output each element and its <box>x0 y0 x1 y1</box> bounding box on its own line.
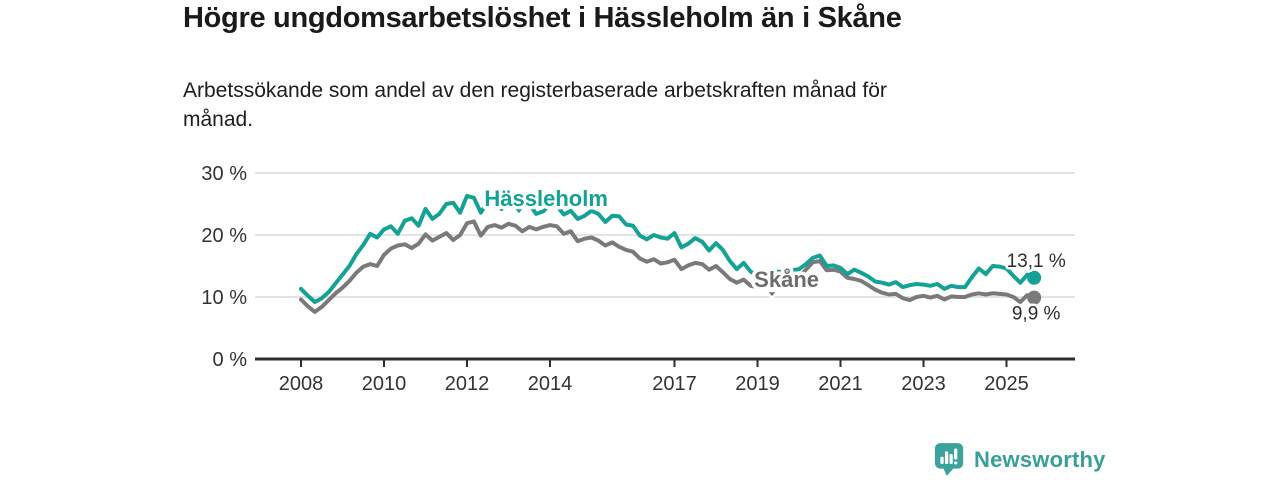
x-tick-label: 2017 <box>652 373 697 395</box>
gridlines <box>255 172 1075 361</box>
series-label-hässleholm: Hässleholm <box>484 186 608 211</box>
chart-subtitle-line-2: månad. <box>183 108 254 131</box>
newsworthy-logo-icon <box>934 443 964 476</box>
y-tick-label: 30 % <box>201 163 247 185</box>
series-line-skåne <box>299 219 1037 314</box>
y-tick-label: 20 % <box>201 225 247 247</box>
y-axis-labels: 0 % 10 % 20 % 30 % <box>201 163 247 371</box>
chart-subtitle-line-1: Arbetssökande som andel av den registerb… <box>183 79 887 102</box>
chart-subtitle: Arbetssökande som andel av den registerb… <box>183 76 887 134</box>
x-axis-ticks: 2008 2010 2012 2014 2017 2019 2021 2023 2025 <box>279 359 1029 395</box>
series-line-hässleholm <box>299 193 1037 304</box>
x-tick-label: 2023 <box>901 373 946 395</box>
series-end-dot-skåne <box>1027 290 1042 305</box>
x-tick-label: 2021 <box>818 373 863 395</box>
branding-text: Newsworthy <box>974 446 1106 472</box>
series-label-pointer-icon <box>510 206 528 217</box>
y-tick-label: 10 % <box>201 287 247 309</box>
series-end-dot-hässleholm <box>1027 270 1042 285</box>
x-tick-label: 2008 <box>279 373 324 395</box>
x-tick-label: 2025 <box>984 373 1029 395</box>
series-label-skåne: Skåne <box>754 267 819 292</box>
x-tick-label: 2014 <box>528 373 573 395</box>
x-tick-label: 2019 <box>735 373 780 395</box>
chart-title: Högre ungdomsarbetslöshet i Hässleholm ä… <box>183 2 902 34</box>
newsworthy-branding-link[interactable]: Newsworthy <box>934 441 1106 478</box>
series-end-value-label: 13,1 % <box>1007 251 1066 272</box>
series-label-pointer-icon <box>763 289 781 300</box>
y-tick-label: 0 % <box>213 349 248 371</box>
x-tick-label: 2012 <box>445 373 490 395</box>
series-end-value-label: 9,9 % <box>1012 304 1061 325</box>
x-tick-label: 2010 <box>362 373 407 395</box>
